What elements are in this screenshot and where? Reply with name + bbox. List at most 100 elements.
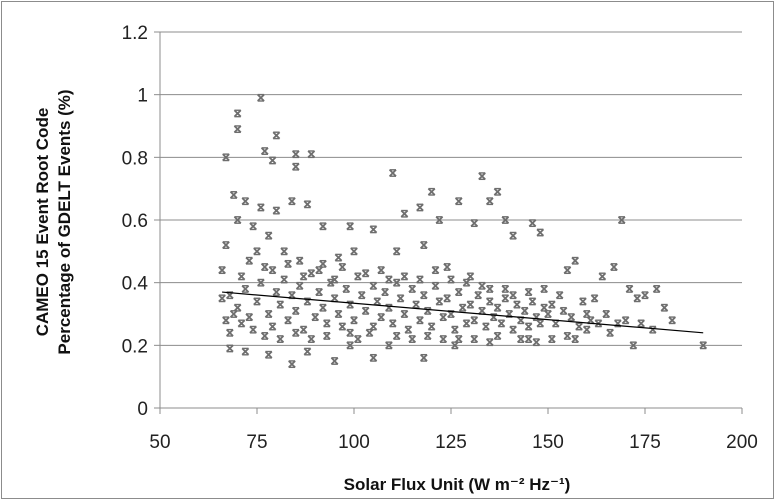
data-point bbox=[485, 297, 494, 306]
data-point-mark bbox=[470, 219, 479, 227]
data-point bbox=[462, 319, 471, 328]
data-point-mark bbox=[427, 322, 436, 331]
data-point-mark bbox=[610, 263, 618, 271]
data-point bbox=[295, 281, 304, 290]
data-point-mark bbox=[218, 294, 226, 303]
data-point-mark bbox=[288, 360, 296, 368]
data-point-mark bbox=[342, 285, 351, 293]
data-point-mark bbox=[485, 297, 494, 306]
data-point bbox=[482, 322, 490, 331]
data-point bbox=[229, 191, 238, 199]
data-point-mark bbox=[606, 328, 614, 337]
data-point-mark bbox=[369, 354, 378, 362]
data-point bbox=[501, 285, 510, 293]
data-point bbox=[412, 300, 420, 309]
data-point-mark bbox=[315, 266, 323, 274]
data-point-mark bbox=[257, 93, 265, 102]
data-point bbox=[354, 335, 362, 343]
data-point bbox=[226, 344, 234, 353]
data-point bbox=[563, 266, 572, 275]
data-point bbox=[264, 231, 273, 240]
data-point bbox=[427, 322, 436, 331]
data-point-mark bbox=[524, 322, 533, 331]
x-tick-label: 200 bbox=[726, 432, 758, 453]
data-point-mark bbox=[451, 341, 459, 350]
data-point bbox=[513, 300, 521, 309]
data-point-mark bbox=[361, 307, 370, 315]
data-point-mark bbox=[617, 216, 626, 224]
data-point-mark bbox=[222, 241, 230, 249]
data-point bbox=[485, 197, 494, 206]
data-point bbox=[299, 325, 308, 334]
data-point bbox=[334, 310, 343, 318]
data-point-mark bbox=[420, 291, 428, 300]
data-point-mark bbox=[478, 281, 486, 290]
data-point bbox=[385, 341, 393, 350]
data-point-mark bbox=[427, 187, 436, 196]
data-point bbox=[218, 266, 226, 275]
data-point-mark bbox=[350, 247, 358, 256]
data-point bbox=[606, 328, 614, 337]
data-point-mark bbox=[625, 285, 634, 293]
data-point-mark bbox=[315, 288, 323, 296]
data-point-mark bbox=[260, 263, 269, 271]
data-point-mark bbox=[431, 266, 440, 274]
data-point-mark bbox=[268, 322, 277, 331]
data-point bbox=[466, 272, 475, 281]
data-point-mark bbox=[637, 319, 645, 328]
data-point-mark bbox=[602, 310, 611, 318]
data-point bbox=[528, 297, 537, 306]
data-point-mark bbox=[462, 319, 471, 328]
data-point-mark bbox=[501, 285, 510, 293]
y-tick-label: 0.2 bbox=[122, 336, 148, 357]
data-point bbox=[369, 353, 378, 362]
data-point bbox=[435, 297, 444, 306]
data-point bbox=[264, 350, 273, 359]
data-point-mark bbox=[536, 319, 545, 328]
data-point bbox=[633, 294, 642, 303]
y-tick-label: 1 bbox=[137, 86, 148, 107]
data-point bbox=[257, 278, 265, 287]
data-point-mark bbox=[660, 303, 669, 312]
data-point-mark bbox=[280, 247, 288, 256]
data-point bbox=[346, 328, 354, 337]
data-point bbox=[420, 291, 428, 300]
data-point-mark bbox=[245, 256, 254, 265]
data-point bbox=[241, 197, 250, 206]
data-point-mark bbox=[233, 216, 242, 224]
data-point bbox=[485, 285, 494, 293]
data-point-mark bbox=[396, 294, 405, 303]
data-point bbox=[377, 313, 385, 322]
data-point bbox=[361, 269, 370, 278]
data-point bbox=[493, 187, 502, 196]
data-point-mark bbox=[668, 316, 676, 325]
data-point bbox=[435, 216, 444, 224]
data-point-mark bbox=[392, 247, 401, 256]
data-point bbox=[241, 347, 250, 356]
data-point bbox=[551, 319, 560, 328]
data-point-mark bbox=[451, 325, 459, 334]
data-point-mark bbox=[536, 228, 545, 237]
data-point bbox=[582, 325, 591, 334]
data-point bbox=[439, 335, 448, 343]
data-point-mark bbox=[276, 335, 285, 343]
data-point-mark bbox=[439, 313, 448, 321]
data-point bbox=[617, 216, 626, 224]
data-point-mark bbox=[229, 310, 238, 318]
data-point bbox=[237, 319, 246, 328]
data-point-mark bbox=[284, 316, 292, 325]
data-point bbox=[540, 303, 548, 312]
data-point bbox=[330, 294, 339, 303]
data-point-mark bbox=[509, 231, 517, 240]
data-point-mark bbox=[509, 325, 517, 334]
data-point-mark bbox=[458, 303, 467, 312]
data-point bbox=[346, 341, 354, 350]
data-point bbox=[233, 216, 242, 224]
data-point-mark bbox=[443, 263, 451, 271]
data-point bbox=[470, 219, 479, 228]
data-point bbox=[307, 335, 316, 343]
data-point-mark bbox=[582, 325, 591, 334]
data-point bbox=[354, 272, 362, 281]
data-point-mark bbox=[226, 328, 234, 337]
data-point bbox=[253, 247, 261, 256]
